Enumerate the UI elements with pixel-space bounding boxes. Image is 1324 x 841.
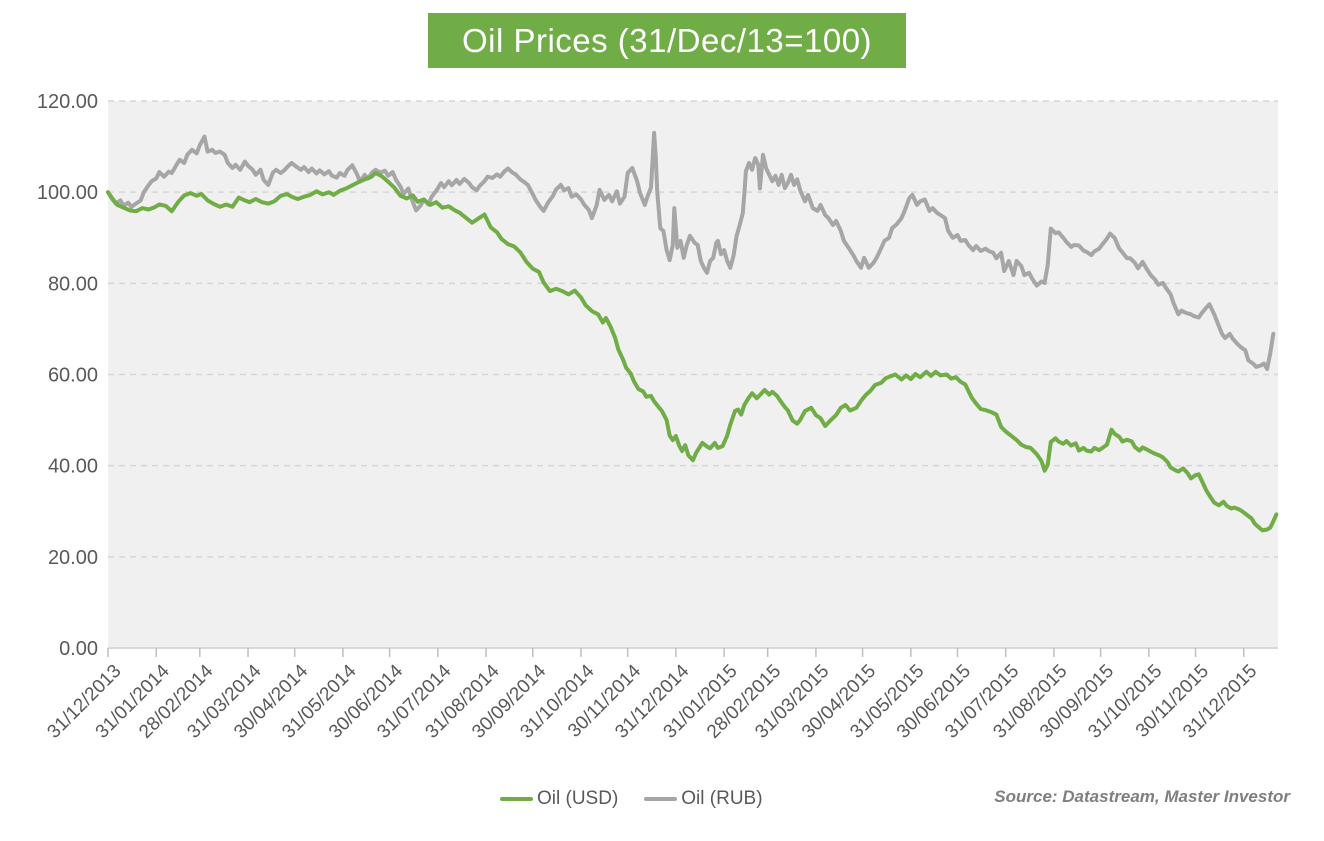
y-axis-label: 20.00: [48, 547, 98, 569]
legend-label-oil-rub: Oil (RUB): [681, 788, 763, 809]
y-axis-label: 40.00: [48, 456, 98, 478]
plot-area: 31/12/201331/01/201428/02/201431/03/2014…: [37, 91, 1279, 743]
source-note: Source: Datastream, Master Investor: [994, 787, 1290, 806]
legend-label-oil-usd: Oil (USD): [537, 788, 619, 809]
y-axis-label: 60.00: [48, 365, 98, 387]
oil-usd-line: [106, 171, 1279, 533]
legend-item-oil-usd: Oil (USD): [500, 788, 618, 810]
y-axis-label: 0.00: [59, 638, 98, 660]
legend-item-oil-rub: Oil (RUB): [644, 788, 763, 810]
y-axis-label: 120.00: [37, 91, 98, 113]
oil-rub-swatch-icon: [644, 797, 678, 801]
oil-usd-swatch-icon: [500, 797, 533, 801]
y-axis-label: 100.00: [37, 182, 98, 204]
y-axis-label: 80.00: [48, 273, 98, 295]
chart-legend: Oil (USD) Oil (RUB): [500, 788, 763, 810]
oil-rub-line: [106, 130, 1276, 371]
chart-title-text: Oil Prices (31/Dec/13=100): [461, 21, 873, 59]
chart-title: Oil Prices (31/Dec/13=100): [428, 13, 906, 68]
